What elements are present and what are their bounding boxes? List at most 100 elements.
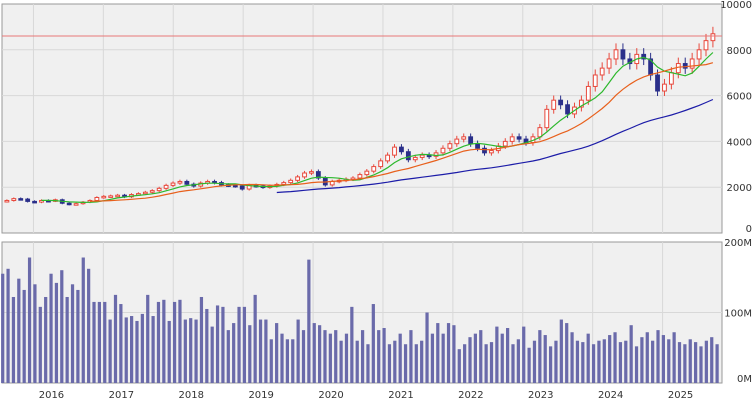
candle-body	[475, 143, 480, 149]
volume-bar	[656, 330, 660, 383]
volume-bar	[70, 284, 75, 383]
volume-bar	[500, 333, 504, 383]
volume-bar	[360, 330, 365, 383]
volume-bar	[323, 330, 327, 383]
ma-short-line	[41, 52, 714, 204]
volume-bar	[140, 313, 144, 383]
volume-bar	[291, 339, 295, 383]
volume-bar	[318, 325, 322, 383]
candle-body	[558, 99, 564, 106]
volume-bar	[634, 346, 639, 383]
volume-bar	[699, 346, 703, 383]
candle-body	[66, 202, 72, 206]
ma-mid-line	[89, 62, 714, 202]
volume-bar	[355, 340, 359, 383]
volume-bar	[183, 319, 187, 383]
volume-bar	[387, 344, 392, 383]
candle-body	[655, 74, 660, 92]
candle-body	[170, 182, 176, 186]
candle-body	[25, 198, 31, 202]
candle-body	[32, 200, 37, 204]
volume-bar	[167, 320, 171, 383]
volume-bar	[226, 330, 230, 383]
price-y-tick-label: 0	[746, 224, 752, 235]
volume-bar	[17, 278, 21, 383]
volume-bar	[275, 323, 279, 383]
volume-bar	[189, 318, 193, 383]
x-axis: 2016 2017 2018 2019 2020 2021 2022 2023 2024 2025	[39, 390, 694, 400]
ma-long-line	[276, 98, 714, 194]
candle-body	[142, 191, 148, 195]
volume-bar	[575, 340, 580, 383]
x-tick-label: 2023	[528, 390, 553, 400]
price-y-tick-label: 6000	[727, 92, 752, 103]
price-y-tick-label: 4000	[727, 137, 752, 148]
candle-body	[585, 85, 591, 101]
volume-bar	[156, 301, 161, 383]
candle-body	[177, 180, 183, 184]
candle-body	[447, 143, 453, 149]
volume-bar	[683, 344, 687, 383]
candle-body	[551, 99, 557, 110]
volume-bar	[146, 294, 150, 383]
candle-body	[371, 166, 377, 172]
volume-bar	[269, 339, 273, 383]
volume-bar	[371, 304, 375, 383]
volume-bar	[715, 344, 719, 383]
volume-bar	[366, 344, 370, 383]
volume-bar	[538, 330, 542, 383]
candle-body	[516, 136, 522, 140]
volume-bar	[618, 342, 623, 383]
volume-bar	[554, 340, 558, 383]
candle-body	[115, 194, 121, 198]
volume-bar	[398, 333, 402, 383]
volume-bar	[328, 333, 332, 383]
candle-body	[689, 58, 695, 69]
volume-bar	[44, 296, 48, 383]
price-panel: 0 2000 4000 6000 8000 10000	[1, 0, 752, 235]
volume-bar	[119, 304, 123, 383]
volume-y-tick-label: 0M	[737, 374, 752, 385]
volume-bar	[87, 268, 91, 383]
volume-bar	[457, 349, 461, 383]
candle-body	[11, 198, 17, 201]
volume-bar	[1, 273, 5, 383]
candle-body	[468, 136, 474, 145]
candle-body	[295, 176, 301, 181]
candle-body	[101, 195, 107, 199]
volume-bar	[60, 270, 64, 383]
candle-body	[4, 199, 10, 203]
volume-bar	[162, 299, 166, 383]
volume-bar	[629, 325, 633, 383]
volume-bar	[403, 344, 408, 383]
volume-bar	[81, 257, 85, 383]
volume-bar	[285, 339, 289, 383]
candle-body	[357, 174, 363, 179]
volume-bar	[178, 299, 182, 383]
volume-bar	[624, 340, 628, 383]
volume-bar	[581, 342, 585, 383]
volume-bar	[92, 301, 96, 383]
volume-bar	[495, 326, 499, 383]
volume-bar	[151, 316, 155, 383]
x-tick-label: 2020	[318, 390, 343, 400]
candle-body	[405, 151, 411, 161]
volume-bar	[280, 333, 284, 383]
candle-body	[281, 182, 287, 185]
volume-bar	[645, 332, 649, 383]
candle-body	[537, 127, 543, 138]
x-tick-label: 2017	[109, 390, 134, 400]
volume-bar	[710, 337, 714, 383]
volume-bar	[688, 339, 692, 383]
volume-bar	[602, 339, 606, 383]
volume-bar	[76, 289, 80, 383]
volume-bar	[264, 319, 268, 383]
candle-body	[163, 184, 169, 189]
candle-body	[378, 160, 384, 168]
volume-bar	[11, 296, 16, 383]
candle-body	[385, 154, 390, 162]
volume-bar	[27, 257, 32, 383]
volume-bar	[522, 326, 526, 383]
candle-body	[399, 146, 404, 153]
